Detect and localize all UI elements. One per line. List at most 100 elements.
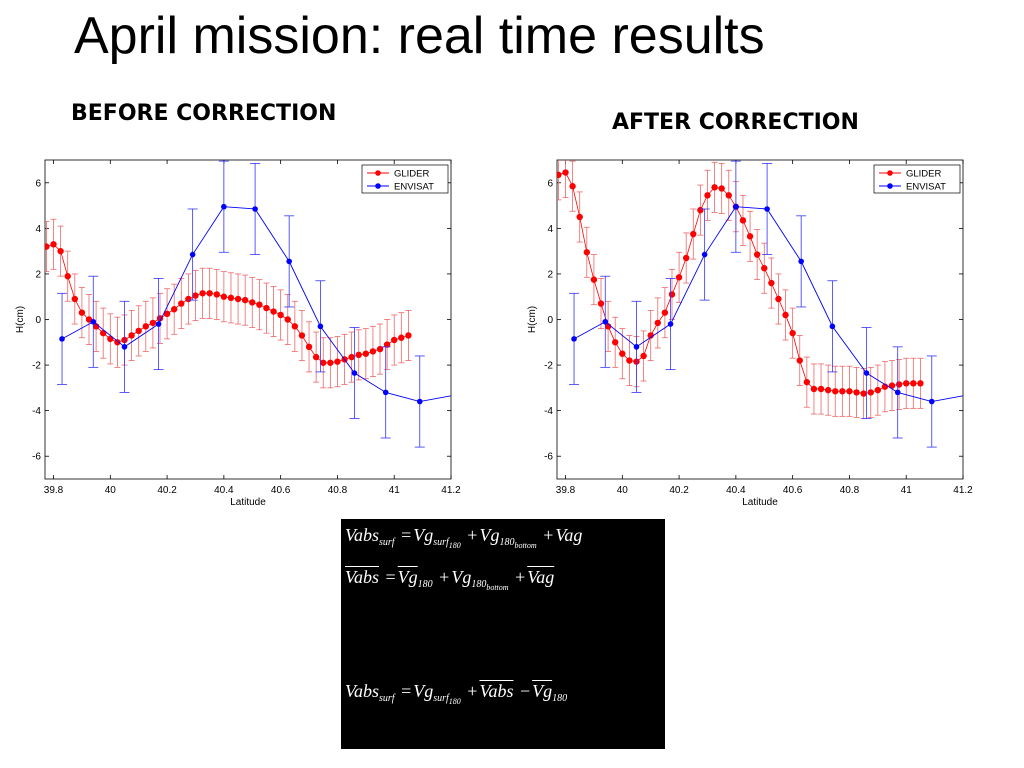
glider-point: [746, 233, 754, 240]
envisat-point: [351, 370, 358, 376]
envisat-point: [155, 321, 162, 327]
x-tick-label: 40: [105, 485, 117, 496]
envisat-point: [189, 251, 196, 258]
eq1-term2-subsub: bottom: [514, 541, 537, 550]
y-tick-label: -6: [544, 452, 553, 463]
legend-box: [361, 164, 449, 194]
glider-point: [249, 299, 256, 306]
glider-point: [711, 184, 718, 191]
glider-point: [867, 389, 874, 396]
eq3-term1: Vg: [413, 681, 434, 701]
envisat-point: [571, 336, 577, 342]
eq1-lhs: Vabs: [345, 525, 380, 545]
before-correction-label: BEFORE CORRECTION: [71, 101, 337, 126]
glider-point: [557, 171, 562, 179]
glider-point: [654, 319, 661, 327]
legend-label: GLIDER: [906, 169, 942, 180]
eq3-term3-sub: 180: [552, 693, 568, 704]
glider-point: [860, 390, 867, 397]
eq3-minus: −: [519, 681, 531, 701]
envisat-point: [90, 318, 97, 325]
y-axis-label: H(cm): [15, 306, 26, 333]
glider-point: [803, 378, 811, 386]
envisat-point: [633, 344, 640, 350]
glider-point: [192, 292, 199, 299]
glider-point: [640, 352, 647, 360]
eq1-equals: =: [401, 525, 412, 545]
glider-point: [739, 217, 747, 224]
y-tick-label: 6: [35, 178, 41, 189]
y-tick-label: -6: [32, 452, 41, 463]
glider-point: [753, 251, 761, 258]
envisat-point: [382, 389, 389, 396]
glider-point: [64, 273, 71, 280]
plot-area: [556, 159, 964, 480]
glider-point: [796, 357, 803, 364]
x-tick-label: 41.2: [441, 485, 461, 496]
glider-point: [619, 350, 626, 357]
glider-point: [590, 276, 598, 283]
glider-point: [661, 309, 669, 316]
y-tick-label: 4: [35, 224, 41, 235]
legend-swatch-marker: [375, 183, 381, 189]
eq1-lhs-sub: surf: [379, 537, 395, 548]
glider-point: [71, 295, 79, 303]
glider-point: [234, 295, 242, 303]
plot-content: [557, 160, 963, 448]
eq2-term2-sub: 180: [471, 579, 487, 590]
glider-point: [597, 300, 605, 307]
glider-point: [163, 310, 171, 318]
glider-point: [775, 295, 782, 303]
envisat-point: [928, 398, 935, 405]
envisat-point: [286, 258, 292, 265]
glider-point: [355, 351, 362, 359]
x-axis-label: Latitude: [742, 497, 778, 508]
eq2-plus1: +: [439, 567, 450, 587]
envisat-point: [121, 344, 128, 350]
eq1-term2: Vg: [479, 525, 500, 545]
glider-point: [107, 335, 114, 343]
glider-point: [277, 311, 284, 319]
glider-point: [668, 291, 676, 298]
glider-point: [348, 353, 355, 361]
glider-point: [917, 380, 924, 387]
glider-point: [178, 300, 185, 307]
y-tick-label: -4: [544, 406, 553, 417]
glider-point: [895, 381, 903, 388]
glider-point: [57, 247, 64, 255]
glider-point: [376, 345, 384, 353]
eq1-plus2: +: [543, 525, 554, 545]
x-tick-label: 40.8: [328, 485, 348, 496]
slide-title: April mission: real time results: [74, 7, 765, 65]
x-tick-label: 40.6: [271, 485, 291, 496]
envisat-point: [317, 323, 324, 330]
y-tick-label: 2: [547, 269, 553, 280]
glider-point: [839, 388, 846, 395]
x-tick-label: 39.8: [556, 485, 576, 496]
eq2-term1-sub: 180: [417, 579, 433, 590]
glider-point: [263, 304, 270, 312]
eq1-term1-sub: surf: [433, 537, 449, 548]
plot-content: [45, 160, 451, 448]
glider-point: [291, 323, 299, 330]
x-tick-label: 40.4: [214, 485, 234, 496]
legend-label: ENVISAT: [394, 182, 434, 193]
equation-3: Vabssurf = Vgsurf180 + Vabs − Vg180: [345, 681, 567, 706]
glider-line: [46, 243, 409, 364]
x-tick-label: 41.2: [953, 485, 973, 496]
eq2-term2: Vg: [451, 567, 472, 587]
glider-point: [227, 294, 235, 302]
glider-point: [903, 380, 910, 387]
eq3-plus: +: [467, 681, 478, 701]
envisat-point: [764, 206, 770, 212]
envisat-point: [863, 370, 870, 376]
glider-point: [213, 291, 220, 298]
glider-point: [241, 296, 249, 304]
eq3-lhs: Vabs: [345, 681, 380, 701]
envisat-point: [252, 206, 258, 212]
glider-point: [789, 329, 796, 337]
y-tick-label: -2: [32, 361, 41, 372]
glider-point: [142, 323, 149, 330]
x-axis-label: Latitude: [230, 497, 266, 508]
glider-point: [206, 290, 213, 297]
